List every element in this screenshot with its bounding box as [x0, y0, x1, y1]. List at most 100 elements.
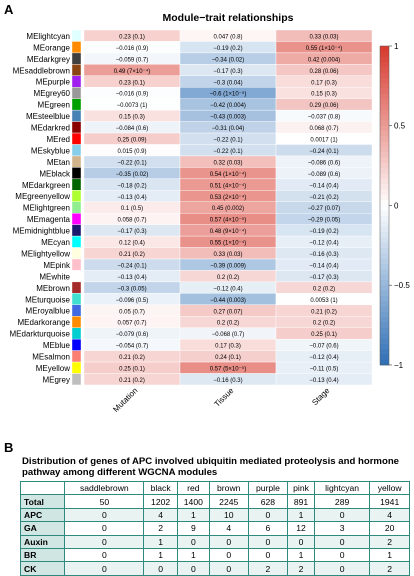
cell-label: 0.1 (0.5)	[121, 206, 143, 212]
module-color-swatch	[71, 361, 82, 374]
legend-gradient-step	[380, 72, 389, 79]
table-cell: 1	[369, 547, 410, 563]
distribution-table: saddlebrown black red brown purple pink …	[19, 480, 410, 576]
module-color-swatch	[71, 201, 82, 214]
cell-label: 0.33 (0.03)	[309, 34, 338, 40]
table-title: Distribution of genes of APC involved ub…	[22, 456, 400, 478]
table-cell: 289	[313, 494, 371, 509]
cell-label: 0.28 (0.06)	[309, 69, 338, 75]
module-color-swatch	[71, 41, 82, 54]
legend-gradient-step	[380, 46, 389, 52]
row-label: MEgreenyellow	[15, 192, 70, 201]
cell-label: 0.32 (0.03)	[213, 160, 242, 166]
module-color-swatch	[71, 212, 82, 225]
legend-gradient-step	[380, 147, 389, 153]
cell-label: −0.6 (1×10⁻⁵)	[210, 91, 247, 98]
cell-label: −0.096 (0.5)	[116, 298, 149, 304]
table-cell: 891	[287, 494, 315, 509]
row-label: MEbrown	[36, 284, 70, 293]
row-label: MEred	[46, 135, 70, 144]
legend-gradient-step	[380, 269, 389, 275]
table-row-total: Total 50 1202 1400 2245 628 891 289 1941	[19, 494, 410, 509]
legend-gradient-step	[380, 354, 389, 361]
cell-label: −0.22 (0.1)	[213, 149, 242, 155]
cell-label: −0.19 (0.2)	[309, 229, 338, 235]
cell-label: −0.34 (0.02)	[212, 57, 245, 63]
module-color-swatch	[71, 258, 82, 271]
table-row-auxin: Auxin 0 1 0 0 0 0 0 2	[19, 534, 410, 549]
legend-gradient-step	[380, 131, 389, 137]
legend-gradient-step	[380, 301, 389, 307]
row-label: MEdarkgreen	[22, 181, 70, 190]
cell-label: 0.23 (0.1)	[119, 34, 145, 40]
legend-gradient-step	[380, 338, 389, 345]
legend-gradient-step	[380, 216, 389, 222]
legend-gradient-step	[380, 56, 389, 63]
legend-gradient-step	[380, 248, 389, 254]
module-color-swatch	[71, 29, 82, 42]
cell-label: −0.17 (0.3)	[309, 275, 338, 281]
cell-label: −0.12 (0.4)	[309, 355, 338, 361]
cell-label: 0.54 (1×10⁻⁴)	[210, 171, 247, 178]
cell-label: −0.44 (0.003)	[210, 298, 246, 304]
table-cell: 2	[369, 561, 410, 576]
cell-label: 0.15 (0.3)	[119, 115, 145, 121]
row-label: MEsaddlebrown	[13, 66, 70, 75]
col-header-pink: pink	[287, 480, 315, 496]
module-color-swatch	[71, 190, 82, 202]
cell-label: −0.054 (0.7)	[116, 344, 149, 350]
cell-label: −0.13 (0.4)	[117, 195, 146, 201]
row-label: MEpink	[43, 261, 71, 270]
table-cell: 12	[287, 521, 315, 536]
cell-label: 0.53 (2×10⁻⁴)	[210, 194, 247, 201]
col-header-red: red	[176, 480, 210, 496]
legend-gradient-step	[380, 253, 389, 260]
cell-label: 0.0017 (1)	[310, 138, 337, 144]
cell-label: −0.16 (0.3)	[309, 252, 338, 258]
legend-gradient-step	[380, 189, 389, 196]
row-label: MEblack	[39, 169, 71, 178]
cell-label: 0.33 (0.03)	[213, 252, 242, 258]
row-label: MEwhite	[39, 272, 70, 281]
module-color-swatch	[71, 64, 82, 76]
row-label: MEgreen	[38, 101, 70, 110]
cell-label: −0.31 (0.04)	[212, 126, 245, 132]
table-cell: 1	[287, 547, 315, 563]
cell-label: 0.0053 (1)	[310, 298, 337, 304]
cell-label: 0.25 (0.09)	[117, 138, 146, 144]
cell-label: −0.037 (0.8)	[308, 115, 341, 121]
legend-gradient-step	[380, 258, 389, 265]
table-cell: 9	[176, 521, 210, 536]
legend-gradient-step	[380, 61, 389, 68]
cell-label: −0.079 (0.6)	[116, 332, 149, 338]
table-cell: 0	[247, 507, 289, 523]
legend-gradient-step	[380, 141, 389, 148]
legend-gradient-step	[380, 194, 389, 201]
cell-label: 0.058 (0.7)	[117, 218, 146, 224]
cell-label: 0.12 (0.4)	[119, 241, 145, 247]
row-label: MElightcyan	[26, 32, 70, 41]
legend-gradient-step	[380, 93, 389, 100]
row-label: MEsteelblue	[26, 112, 71, 121]
cell-label: −0.16 (0.3)	[213, 378, 242, 384]
row-label-apc: APC	[19, 507, 66, 523]
cell-label: 0.23 (0.1)	[119, 80, 145, 86]
table-cell: 50	[64, 494, 145, 509]
table-cell: 0	[313, 507, 371, 523]
module-color-swatch	[71, 167, 82, 180]
module-color-swatch	[71, 327, 82, 340]
row-label: MElightgreen	[23, 204, 70, 213]
module-color-swatch	[71, 121, 82, 134]
table-cell: 4	[143, 507, 178, 523]
table-row-apc: APC 0 4 1 10 0 1 0 4	[19, 507, 410, 523]
cell-label: 0.24 (0.1)	[215, 355, 241, 361]
legend-gradient-step	[380, 152, 389, 159]
panel-b-letter: B	[4, 440, 14, 455]
module-color-swatch	[71, 304, 82, 317]
table-cell: 1202	[143, 494, 178, 509]
table-cell: 2	[369, 534, 410, 549]
legend-gradient-step	[380, 205, 389, 212]
cell-label: −0.07 (0.6)	[309, 344, 338, 350]
table-cell: 6	[247, 521, 289, 536]
legend-tick-label: 0	[394, 201, 399, 210]
